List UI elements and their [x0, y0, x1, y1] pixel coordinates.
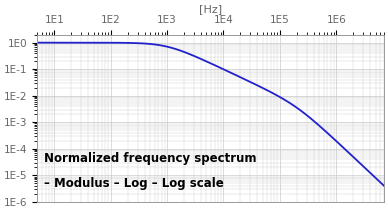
Text: – Modulus – Log – Log scale: – Modulus – Log – Log scale: [44, 177, 224, 190]
X-axis label: [Hz]: [Hz]: [199, 4, 222, 14]
Text: Normalized frequency spectrum: Normalized frequency spectrum: [44, 152, 257, 165]
